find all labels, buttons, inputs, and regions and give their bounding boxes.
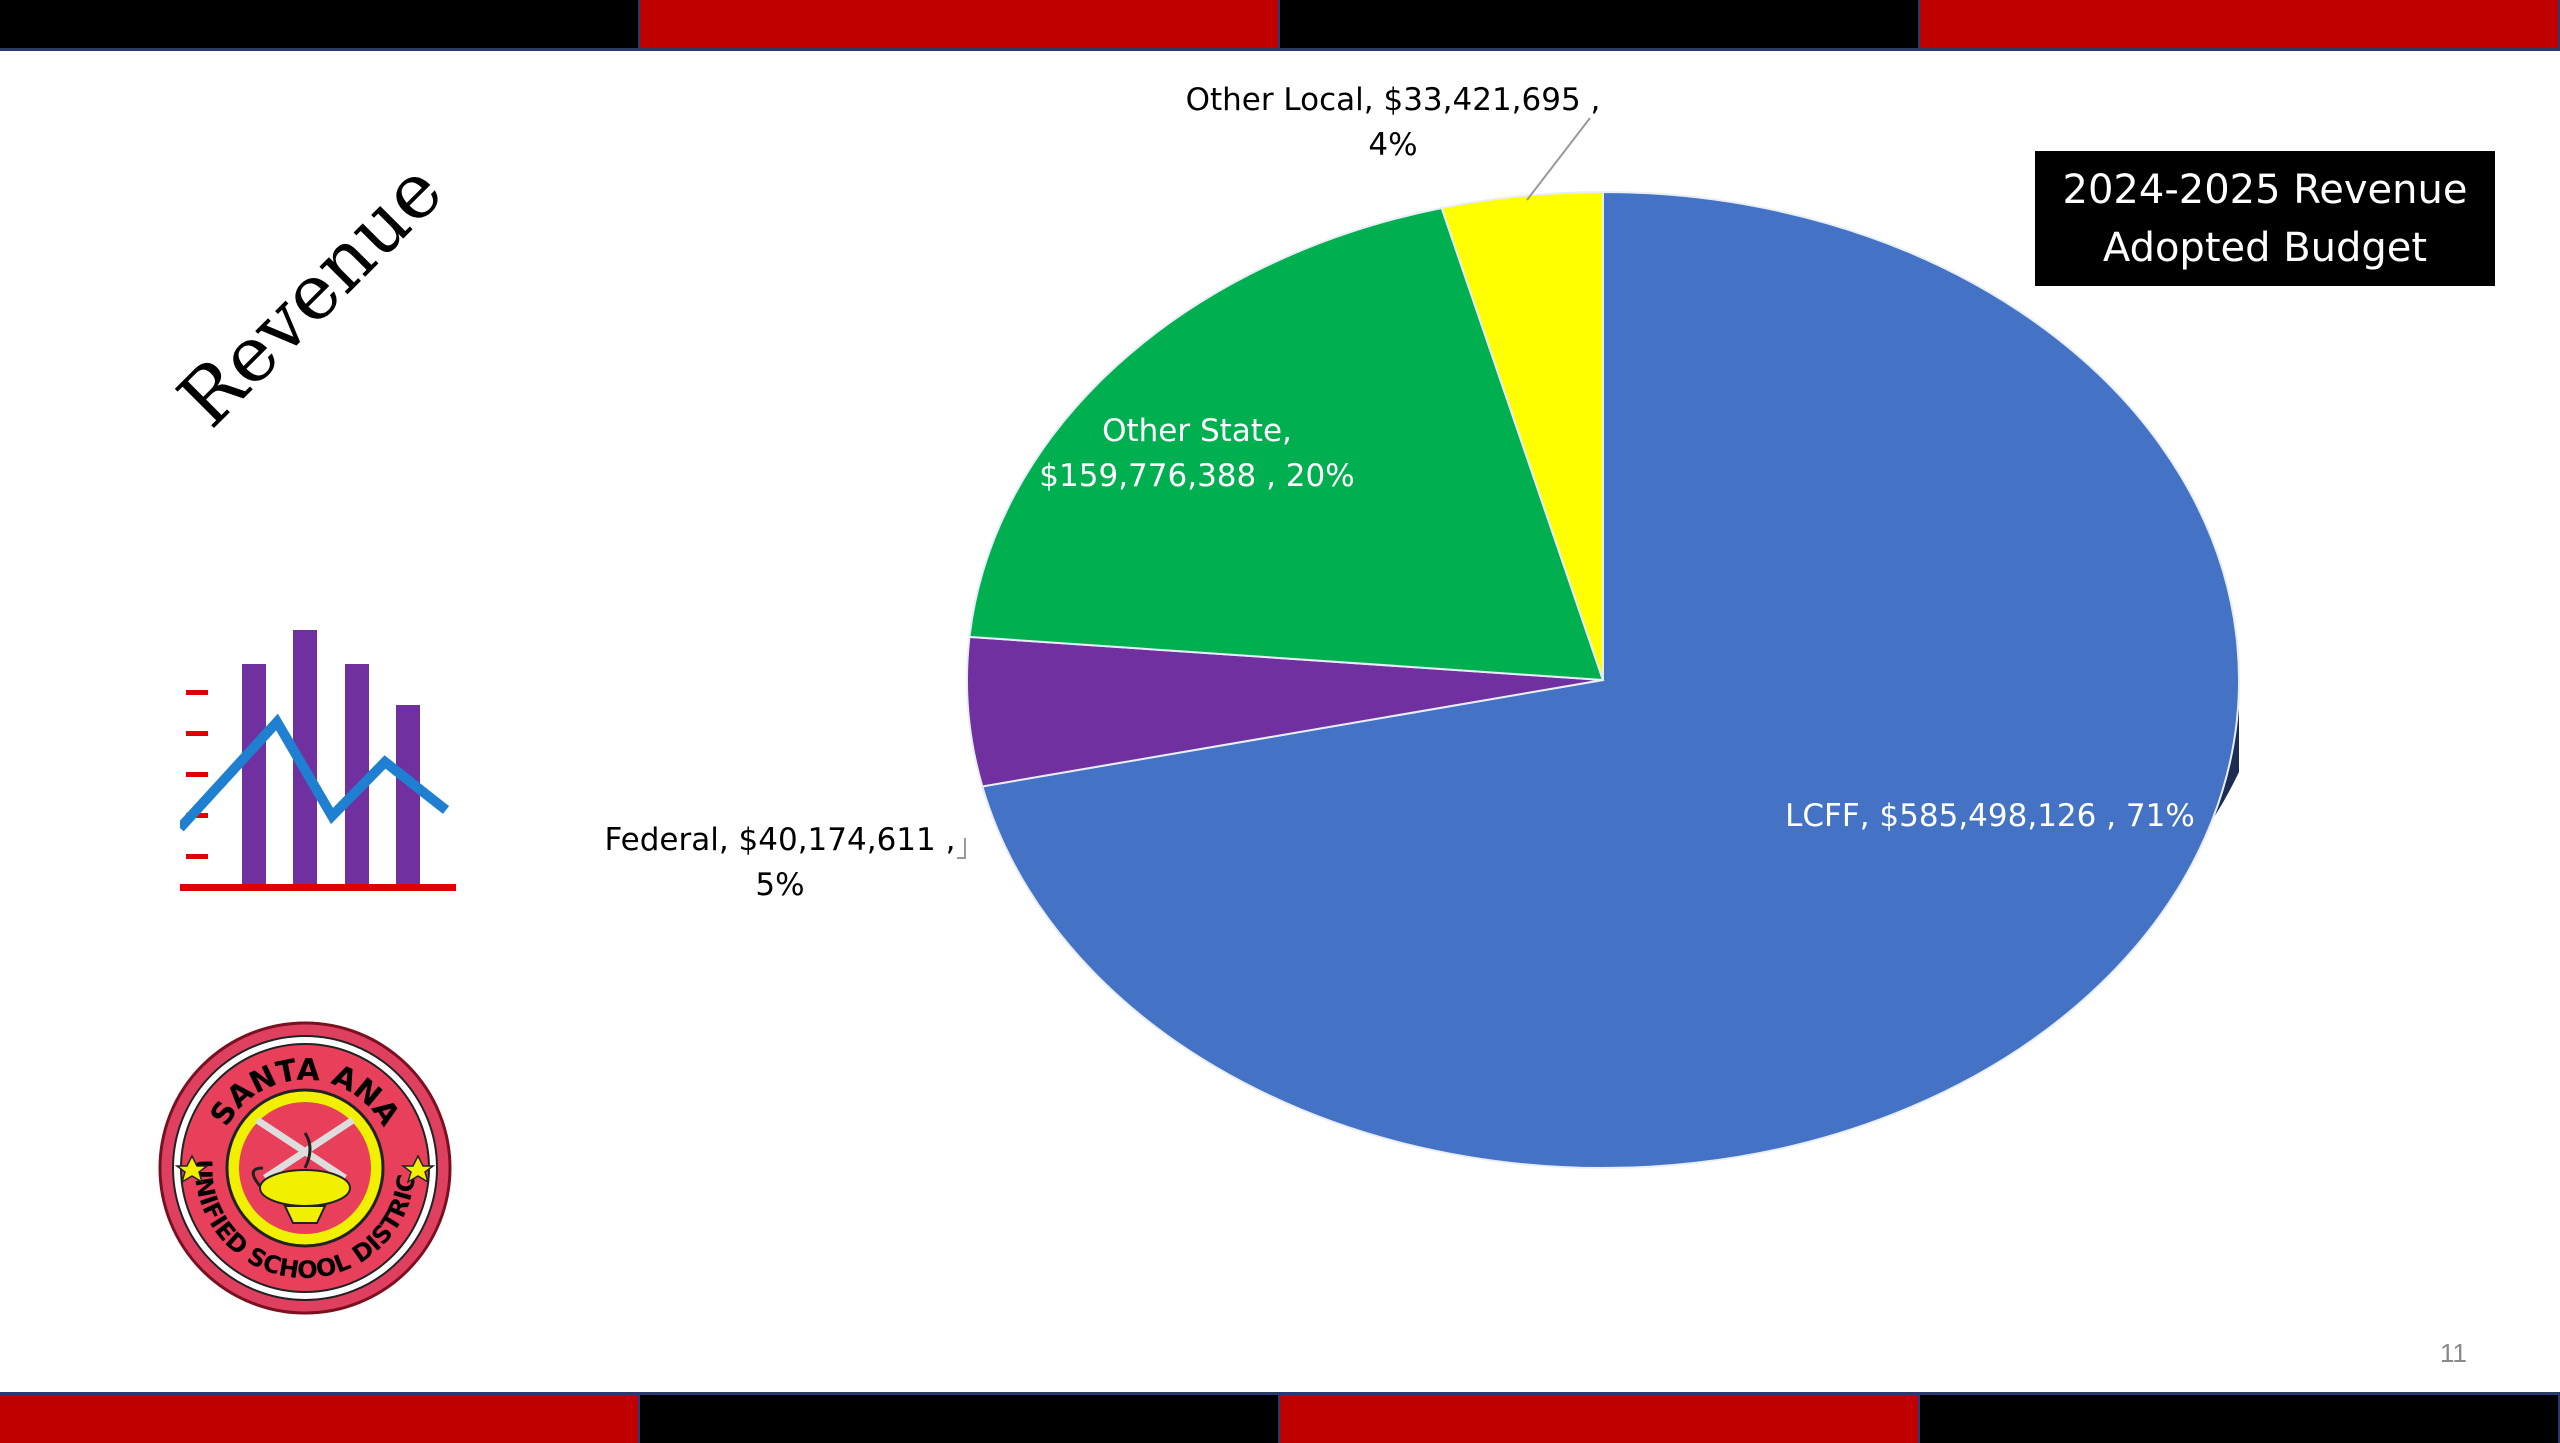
leader-line-federal	[957, 838, 966, 859]
strip-segment	[1280, 1395, 1920, 1443]
budget-title-box: 2024-2025 Revenue Adopted Budget	[2035, 151, 2495, 286]
strip-segment	[0, 0, 640, 48]
data-label: Other State,	[1102, 413, 1292, 449]
data-label: LCFF, $585,498,126 , 71%	[1785, 798, 2195, 834]
bottom-decorative-strip	[0, 1392, 2560, 1443]
strip-segment	[640, 0, 1280, 48]
pie-slice-other-state	[968, 206, 1605, 682]
data-label: 5%	[755, 867, 804, 903]
page-number: 11	[2440, 1338, 2467, 1368]
data-label: 4%	[1368, 127, 1417, 163]
pie-slice-federal	[966, 635, 1604, 788]
strip-segment	[1920, 1395, 2560, 1443]
strip-segment	[1920, 0, 2560, 48]
top-decorative-strip	[0, 0, 2560, 51]
bar-line-chart-icon	[180, 630, 456, 891]
strip-segment	[0, 1395, 640, 1443]
school-district-seal: SANTA ANA UNIFIED SCHOOL DISTRICT	[155, 1018, 452, 1315]
data-label: Federal, $40,174,611 ,	[605, 822, 956, 858]
strip-segment	[640, 1395, 1280, 1443]
pie-slice-other-local	[1440, 190, 1604, 681]
pie-slice-lcff	[981, 190, 2240, 1169]
budget-title-line2: Adopted Budget	[2102, 224, 2428, 271]
budget-title-line1: 2024-2025 Revenue	[2062, 166, 2468, 213]
leader-line-other-local	[1526, 117, 1591, 201]
data-label: Other Local, $33,421,695 ,	[1186, 82, 1601, 118]
strip-segment	[1280, 0, 1920, 48]
data-label: $159,776,388 , 20%	[1039, 458, 1354, 494]
